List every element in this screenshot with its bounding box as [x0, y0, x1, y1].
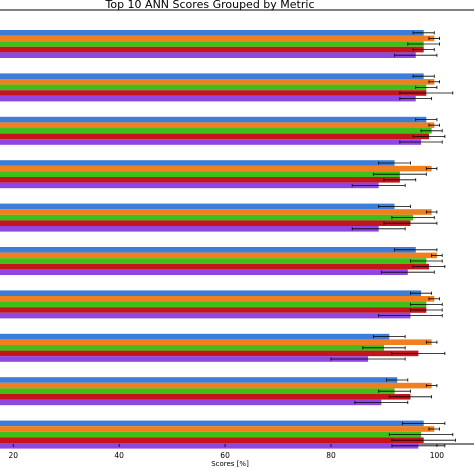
- bar-g10-s3: [0, 431, 422, 438]
- bar-g4-s4: [0, 177, 400, 183]
- bars: [0, 30, 437, 449]
- bar-g6-s2: [0, 252, 437, 259]
- bar-g10-s1: [0, 420, 424, 427]
- bar-g2-s5: [0, 95, 416, 102]
- bar-g5-s3: [0, 214, 414, 221]
- bar-g10-s4: [0, 437, 424, 443]
- bar-g3-s5: [0, 139, 422, 145]
- bar-g5-s5: [0, 226, 379, 232]
- bar-g5-s2: [0, 209, 432, 215]
- bar-g5-s4: [0, 220, 411, 226]
- bar-g9-s1: [0, 377, 398, 383]
- bar-g4-s5: [0, 182, 379, 189]
- bar-g2-s1: [0, 73, 424, 79]
- x-tick-label-100: 100: [430, 451, 445, 460]
- bar-g1-s5: [0, 52, 416, 58]
- bar-g7-s1: [0, 290, 422, 296]
- bar-g9-s5: [0, 399, 382, 406]
- bar-g6-s5: [0, 269, 408, 275]
- x-tick-label-80: 80: [326, 451, 336, 460]
- x-tick-label-40: 40: [114, 451, 124, 460]
- bar-g2-s2: [0, 79, 435, 85]
- bar-g7-s3: [0, 301, 427, 308]
- x-ticks: 20 40 60 80 100: [8, 444, 444, 460]
- chart-title: Top 10 ANN Scores Grouped by Metric: [105, 0, 315, 11]
- bar-g4-s3: [0, 171, 400, 177]
- x-tick-label-20: 20: [8, 451, 18, 460]
- bar-g8-s2: [0, 339, 432, 345]
- bar-g1-s2: [0, 35, 435, 42]
- error-bars: [330, 31, 456, 448]
- bar-g7-s4: [0, 307, 427, 313]
- bar-g9-s2: [0, 382, 432, 389]
- bar-g9-s4: [0, 394, 411, 400]
- bar-g1-s4: [0, 46, 424, 53]
- bar-g9-s3: [0, 388, 395, 394]
- bar-g5-s1: [0, 203, 395, 210]
- bar-g1-s3: [0, 41, 424, 47]
- bar-g2-s3: [0, 84, 427, 91]
- bar-g2-s4: [0, 90, 427, 96]
- bar-g3-s3: [0, 128, 432, 134]
- bar-g3-s1: [0, 116, 427, 123]
- bar-g6-s3: [0, 258, 427, 264]
- bar-g6-s4: [0, 263, 429, 270]
- bar-g1-s1: [0, 30, 424, 36]
- bar-g8-s1: [0, 333, 390, 340]
- bar-g6-s1: [0, 247, 416, 253]
- x-axis-label: Scores [%]: [211, 460, 249, 468]
- bar-g3-s4: [0, 133, 429, 140]
- bar-g8-s3: [0, 345, 384, 351]
- bar-g10-s2: [0, 426, 435, 432]
- bar-g7-s2: [0, 296, 435, 302]
- bar-g7-s5: [0, 312, 411, 319]
- bar-g8-s5: [0, 356, 369, 362]
- bar-g3-s2: [0, 122, 435, 128]
- bar-g10-s5: [0, 443, 419, 449]
- bar-g8-s4: [0, 350, 419, 357]
- x-tick-label-60: 60: [220, 451, 230, 460]
- bar-g4-s2: [0, 165, 432, 172]
- bar-g4-s1: [0, 160, 395, 166]
